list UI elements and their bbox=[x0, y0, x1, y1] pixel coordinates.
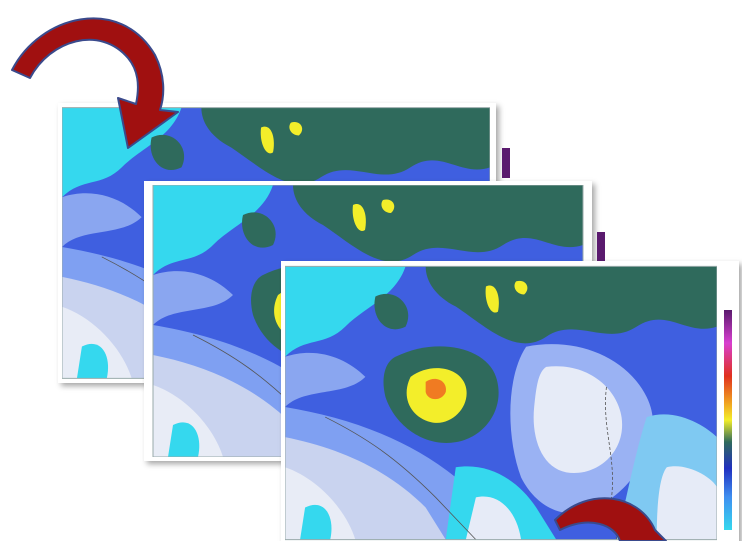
colorbar bbox=[724, 310, 732, 530]
colorbar bbox=[502, 148, 510, 178]
arrow bbox=[554, 497, 667, 541]
arrow bbox=[11, 17, 179, 149]
colorbar bbox=[597, 232, 605, 262]
map-panel bbox=[281, 261, 739, 541]
